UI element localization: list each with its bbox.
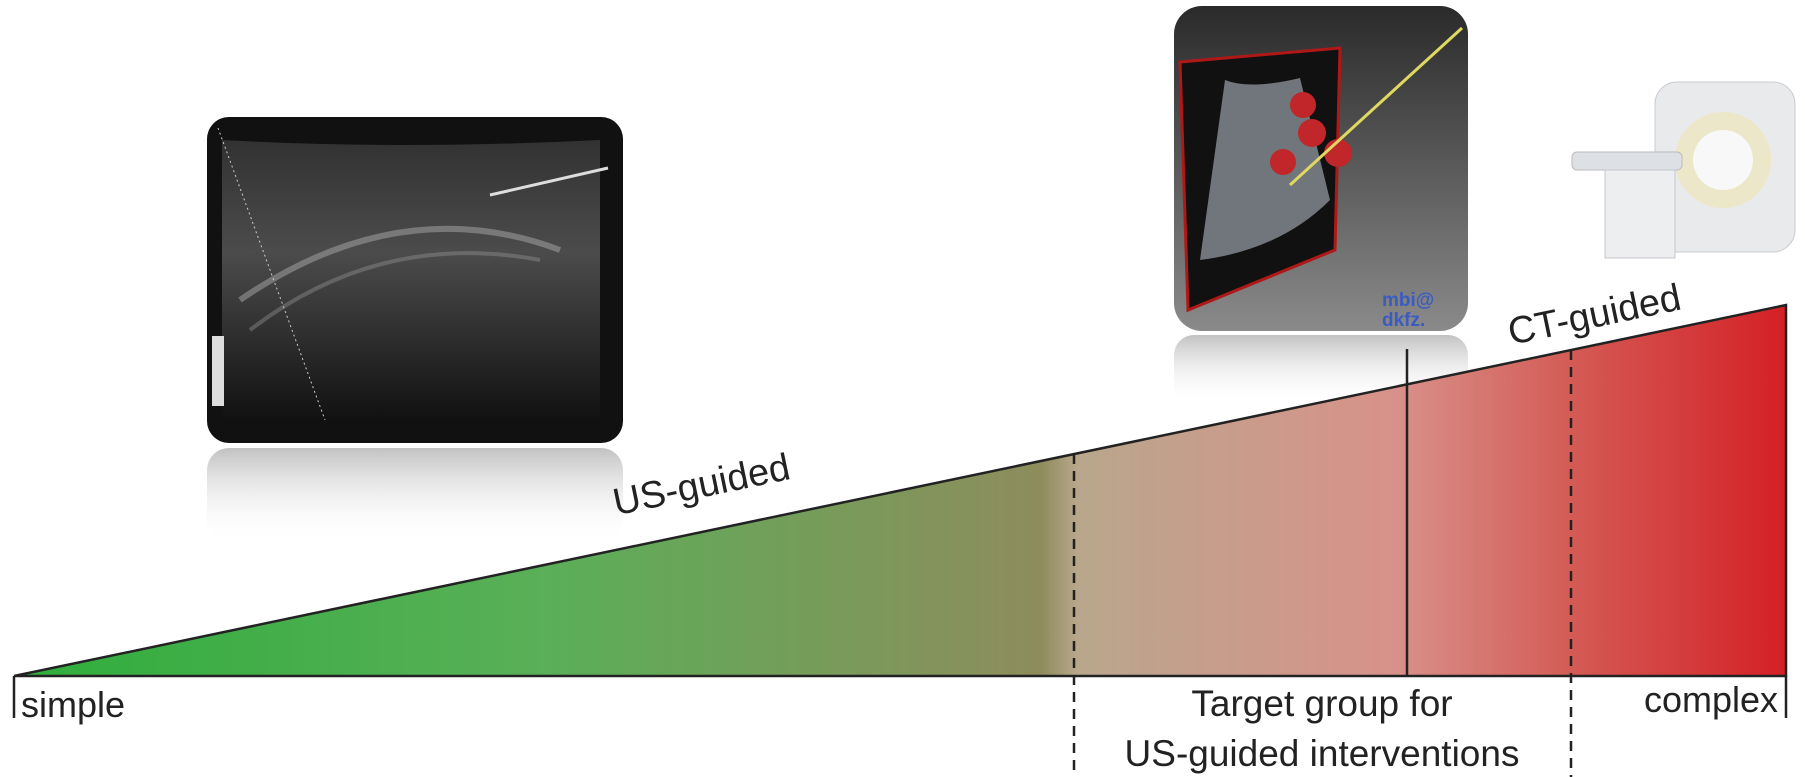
ultrasound-image xyxy=(207,117,623,543)
logo-text: dkfz. xyxy=(1382,310,1425,331)
navigation-image: mbi@ dkfz. xyxy=(1174,6,1468,405)
complex-label: complex xyxy=(1644,679,1778,720)
logo-text: mbi@ xyxy=(1382,290,1434,311)
us-guided-label: US-guided xyxy=(609,446,793,524)
simple-label: simple xyxy=(21,684,125,725)
target-group-label: Target group for xyxy=(1191,683,1452,724)
complexity-wedge xyxy=(13,303,1788,678)
ct-scanner-image xyxy=(1571,81,1796,259)
target-group-label: US-guided interventions xyxy=(1125,733,1520,774)
